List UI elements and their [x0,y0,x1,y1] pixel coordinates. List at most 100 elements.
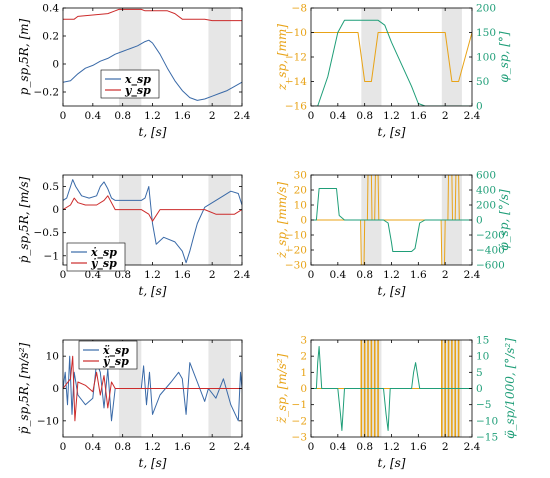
series-line-1 [311,346,472,431]
y2-axis-label: φ_sp, [°] [497,31,511,83]
x-tick-label: 0 [308,269,315,281]
x-axis-label: t, [s] [139,125,167,139]
panel-vel-z-phi: 0 0.4 0.8 1.2 1.6 2 2.4 30 20 10 0 −10 −20 −30 600 400 2… [275,170,511,299]
x-tick-label: 2 [442,441,449,453]
panel-acc-z-phi: 0 0.4 0.8 1.2 1.6 2 2.43210−1−2−3151050−5−10−1… [275,335,517,471]
y-tick-label: −2 [292,415,307,427]
x-tick-label: 2.4 [234,110,251,122]
series-line-1 [311,188,472,252]
y-axis-label: z_sp, [mm] [275,24,289,91]
y2-tick-label: 200 [476,200,496,212]
y2-tick-label: 15 [476,335,489,347]
series-line-0 [311,32,472,82]
x-tick-label: 1.2 [144,110,161,122]
y-tick-label: −30 [285,260,307,272]
x-tick-label: 1.2 [144,269,161,281]
shaded-interval [208,175,231,265]
y-tick-label: 0 [300,215,307,227]
y-tick-label: 10 [294,200,307,212]
x-tick-label: 0.4 [329,269,346,281]
x-axis-label: t, [s] [378,456,406,470]
x-tick-label: 2 [209,269,216,281]
y-tick-label: −0.2 [34,87,60,99]
y-axis-label: ż_sp, [mm/s] [275,182,289,259]
x-tick-label: 0.4 [84,441,101,453]
x-axis-label: t, [s] [139,284,167,298]
y-tick-label: −20 [285,245,307,257]
y2-axis-label: φ̈_sp/1000, [°/s²] [503,338,517,439]
x-tick-label: 0.8 [114,441,131,453]
x-tick-label: 0.4 [329,441,346,453]
y-tick-label: 0.4 [42,3,59,15]
y2-tick-label: 400 [476,185,496,197]
series-line-0 [63,355,242,422]
y2-tick-label: 5 [476,367,483,379]
x-tick-label: 2.4 [464,441,481,453]
series-line-1 [63,355,242,422]
x-tick-label: 1.2 [144,441,161,453]
y-tick-label: 0 [300,383,307,395]
x-tick-label: 2.4 [234,441,251,453]
x-tick-label: 1.6 [410,441,427,453]
x-axis-label: t, [s] [378,284,406,298]
y2-tick-label: 150 [476,27,496,39]
y-tick-label: −10 [285,230,307,242]
x-tick-label: 2 [209,110,216,122]
series-line-1 [63,195,242,222]
y-axis-label: ṗ_sp,5R, [m/s] [17,176,31,263]
y-tick-label: 20 [294,185,307,197]
x-tick-label: 0 [308,110,315,122]
y2-tick-label: 0 [476,383,483,395]
y2-tick-label: 0 [476,101,483,113]
x-tick-label: 0.4 [329,110,346,122]
legend: ẍ_spÿ_sp [78,340,138,370]
x-tick-label: 0.8 [356,441,373,453]
y2-tick-label: 100 [476,52,496,64]
y-tick-label: 0 [52,59,59,71]
legend-label: ẍ_sp [102,344,129,358]
y2-tick-label: −5 [476,399,491,411]
x-axis-label: t, [s] [378,125,406,139]
x-tick-label: 0 [60,441,67,453]
y2-tick-label: −600 [476,260,505,272]
y-tick-label: 30 [294,170,307,182]
y-tick-label: −12 [285,52,307,64]
y-tick-label: 0.5 [42,181,59,193]
y-tick-label: −1 [44,250,59,262]
y-tick-label: 3 [300,335,307,347]
y-axis-label: z̈_sp, [m/s²] [275,353,289,424]
x-tick-label: 0.4 [84,269,101,281]
y2-tick-label: −400 [476,245,505,257]
y-tick-label: −10 [37,415,59,427]
y2-tick-label: 10 [476,351,489,363]
y2-tick-label: −10 [476,415,498,427]
series-line-0 [63,39,242,101]
x-tick-label: 0.4 [84,110,101,122]
legend-label: ẏ_sp [90,257,117,271]
y2-tick-label: 600 [476,170,496,182]
y-tick-label: 0 [52,204,59,216]
y2-tick-label: 0 [476,215,483,227]
x-tick-label: 2 [442,110,449,122]
x-tick-label: 2.4 [464,269,481,281]
x-tick-label: 0 [308,441,315,453]
y2-tick-label: −15 [476,432,498,444]
x-tick-label: 0.8 [356,110,373,122]
x-tick-label: 2 [209,441,216,453]
legend-label: ẋ_sp [90,246,117,260]
x-tick-label: 1.6 [174,110,191,122]
shaded-interval [441,8,462,106]
x-tick-label: 1.6 [174,269,191,281]
y2-tick-label: 50 [476,76,489,88]
y-tick-label: −8 [292,3,307,15]
y-tick-label: −16 [285,101,307,113]
y-tick-label: 10 [46,351,59,363]
x-tick-label: 1.6 [410,269,427,281]
x-tick-label: 1.2 [383,441,400,453]
y2-tick-label: 200 [476,3,496,15]
x-tick-label: 1.2 [383,110,400,122]
y-tick-label: −14 [285,76,307,88]
legend-label: y_sp [124,84,151,98]
x-tick-label: 1.2 [383,269,400,281]
